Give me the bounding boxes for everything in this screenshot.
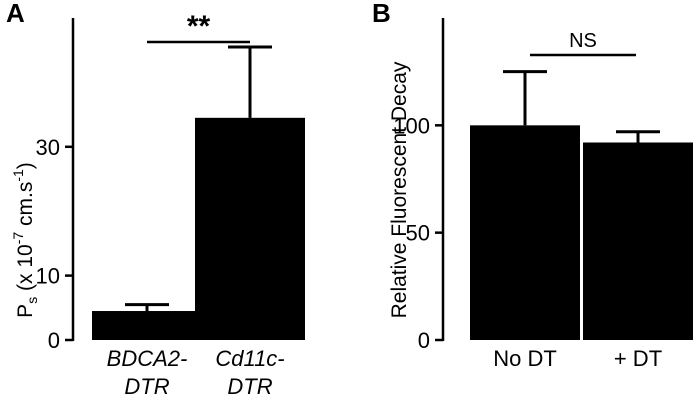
y-tick-label: 0: [418, 328, 430, 353]
y-label-exp: -7: [10, 232, 26, 245]
bar: [92, 311, 202, 340]
panel-a-plot: 0 10 30 BDCA2- DTR Cd11c- DTR **: [36, 10, 305, 399]
bar: [470, 125, 580, 340]
significance-label: NS: [569, 30, 597, 52]
bar: [195, 117, 305, 340]
y-label-p: P: [14, 304, 37, 318]
panel-b-letter: B: [372, 0, 391, 28]
category-label: Cd11c-: [215, 346, 284, 371]
y-tick-label: 0: [48, 328, 60, 353]
panel-b-y-axis-label: Relative Fluorescent Decay: [388, 61, 411, 318]
y-label-unit-exp: -1: [10, 169, 26, 182]
panel-a-y-axis-label: Ps (x 10-7 cm.s-1): [10, 162, 40, 318]
panel-a-letter: A: [6, 0, 25, 28]
panel-a: A Ps (x 10-7 cm.s-1) 0 10 30 BDCA2- DTR Cd11c…: [6, 0, 305, 399]
category-label: + DT: [614, 346, 662, 371]
panel-b: B Relative Fluorescent Decay 0 50 100 No DT…: [372, 0, 693, 371]
y-label-rest: (x 10: [14, 244, 37, 297]
category-label-line2: DTR: [124, 374, 169, 399]
category-label: No DT: [493, 346, 557, 371]
y-tick-label: 50: [406, 221, 430, 246]
y-label-sub: s: [24, 297, 40, 304]
y-tick-label: 10: [36, 264, 60, 289]
significance-label: **: [187, 10, 211, 43]
y-label-close: ): [14, 162, 37, 169]
panel-b-plot: 0 50 100 No DT + DT NS: [393, 18, 693, 371]
category-label-line2: DTR: [227, 374, 272, 399]
y-tick-label: 30: [36, 135, 60, 160]
y-tick-label: 100: [393, 113, 430, 138]
category-label: BDCA2-: [107, 346, 188, 371]
y-label-unit: cm.s: [14, 182, 37, 232]
bar: [583, 142, 693, 340]
